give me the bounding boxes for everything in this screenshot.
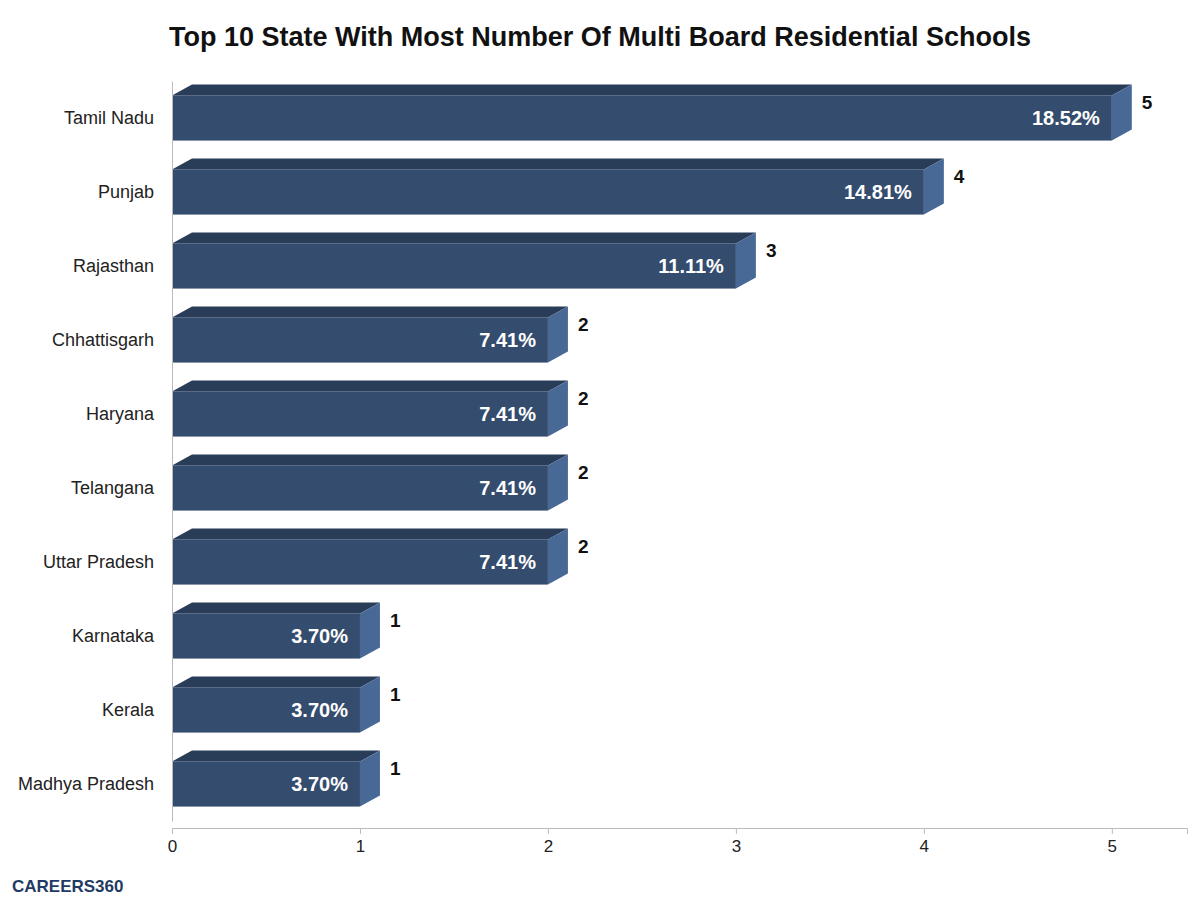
value-label: 2 [578, 388, 589, 409]
bar-top [172, 232, 756, 243]
x-tick-mark [924, 828, 925, 834]
bar-top [172, 158, 944, 169]
bar-top [172, 750, 380, 761]
value-label: 1 [390, 610, 401, 631]
bar-side [924, 158, 944, 214]
bar [172, 613, 360, 658]
category-label: Haryana [86, 404, 155, 424]
value-label: 2 [578, 536, 589, 557]
bar [172, 687, 360, 732]
y-tick: Uttar Pradesh [43, 552, 172, 572]
bar-top [172, 528, 568, 539]
share-label: 7.41% [479, 329, 536, 351]
logo: CAREERS360 [12, 877, 124, 896]
y-tick: Madhya Pradesh [18, 774, 172, 794]
bar [172, 465, 548, 510]
data-labels: 5 4 3 2 2 2 2 1 1 1 18.52% 14.81% 11.11% 7.41% 7.41% 7.… [291, 92, 1153, 795]
bar-top [172, 84, 1132, 95]
category-label: Kerala [102, 700, 155, 720]
bar-side [360, 750, 380, 806]
y-axis-line [172, 82, 173, 822]
bar [172, 539, 548, 584]
x-tick: 0 [168, 828, 177, 856]
x-tick: 5 [1108, 828, 1117, 856]
bar-side [1112, 84, 1132, 140]
bar-side [360, 602, 380, 658]
x-tick-mark [360, 828, 361, 834]
bars [172, 84, 1132, 806]
y-axis: Tamil Nadu Punjab Rajasthan Chhattisgarh Har… [18, 82, 173, 822]
bar-side [548, 306, 568, 362]
share-label: 3.70% [291, 625, 348, 647]
category-label: Tamil Nadu [64, 108, 154, 128]
bar-side [548, 454, 568, 510]
x-axis: 0 1 2 3 4 5 [168, 828, 1188, 856]
y-tick: Chhattisgarh [52, 330, 172, 350]
bar-side [360, 676, 380, 732]
bar [172, 761, 360, 806]
x-tick-label: 4 [920, 837, 929, 856]
y-tick: Punjab [98, 182, 172, 202]
bar [172, 391, 548, 436]
value-label: 3 [766, 240, 777, 261]
share-label: 18.52% [1032, 107, 1100, 129]
bar [172, 95, 1112, 140]
bar-top [172, 306, 568, 317]
category-label: Telangana [71, 478, 155, 498]
x-tick-label: 5 [1108, 837, 1117, 856]
x-tick-label: 2 [544, 837, 553, 856]
bar-top [172, 676, 380, 687]
y-tick: Kerala [102, 700, 172, 720]
value-label: 1 [390, 684, 401, 705]
y-tick: Haryana [86, 404, 172, 424]
bar-side [548, 528, 568, 584]
x-tick-label: 3 [732, 837, 741, 856]
x-tick-label: 0 [168, 837, 177, 856]
category-label: Punjab [98, 182, 154, 202]
category-label: Madhya Pradesh [18, 774, 154, 794]
share-label: 11.11% [658, 255, 724, 277]
category-label: Chhattisgarh [52, 330, 154, 350]
y-tick: Telangana [71, 478, 172, 498]
value-label: 2 [578, 462, 589, 483]
bar [172, 169, 924, 214]
bar-top [172, 602, 380, 613]
x-tick: 4 [920, 828, 929, 856]
x-tick: 1 [356, 828, 365, 856]
chart: Top 10 State With Most Number Of Multi B… [0, 0, 1200, 904]
bar [172, 317, 548, 362]
x-tick-label: 1 [356, 837, 365, 856]
share-label: 7.41% [479, 403, 536, 425]
value-label: 2 [578, 314, 589, 335]
share-label: 7.41% [479, 551, 536, 573]
bar-top [172, 454, 568, 465]
x-tick: 3 [732, 828, 741, 856]
x-tick: 2 [544, 828, 553, 856]
category-label: Rajasthan [73, 256, 154, 276]
value-label: 4 [954, 166, 965, 187]
share-label: 7.41% [479, 477, 536, 499]
y-tick: Tamil Nadu [64, 108, 172, 128]
category-label: Uttar Pradesh [43, 552, 154, 572]
share-label: 3.70% [291, 699, 348, 721]
x-axis-line [173, 829, 1188, 835]
bar-side [548, 380, 568, 436]
x-tick-mark [172, 828, 173, 834]
x-tick-mark [548, 828, 549, 834]
x-tick-mark [1112, 828, 1113, 834]
y-tick: Rajasthan [73, 256, 172, 276]
y-tick: Karnataka [72, 626, 172, 646]
share-label: 14.81% [844, 181, 912, 203]
bar-side [736, 232, 756, 288]
value-label: 1 [390, 758, 401, 779]
bar-top [172, 380, 568, 391]
bar [172, 243, 736, 288]
category-label: Karnataka [72, 626, 155, 646]
share-label: 3.70% [291, 773, 348, 795]
title: Top 10 State With Most Number Of Multi B… [169, 22, 1031, 52]
value-label: 5 [1142, 92, 1153, 113]
x-tick-mark [736, 828, 737, 834]
